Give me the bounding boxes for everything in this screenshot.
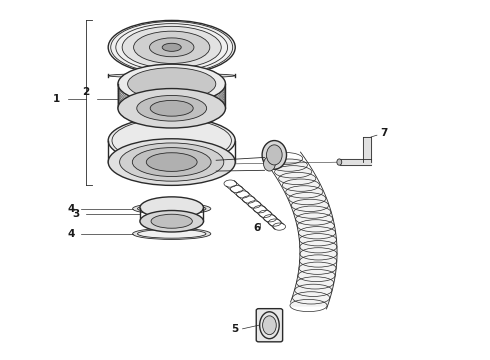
Ellipse shape <box>120 143 224 181</box>
Ellipse shape <box>137 95 207 121</box>
Ellipse shape <box>140 197 203 219</box>
Text: 1: 1 <box>53 94 60 104</box>
Text: 2: 2 <box>83 87 90 98</box>
Ellipse shape <box>122 26 221 68</box>
Text: 7: 7 <box>381 129 388 138</box>
Ellipse shape <box>150 100 193 116</box>
Ellipse shape <box>140 211 203 232</box>
Text: 5: 5 <box>232 324 239 334</box>
Ellipse shape <box>118 89 225 128</box>
Ellipse shape <box>262 140 287 169</box>
Ellipse shape <box>108 73 235 78</box>
Text: 6: 6 <box>254 224 261 233</box>
Ellipse shape <box>162 43 181 51</box>
Ellipse shape <box>133 228 211 239</box>
Ellipse shape <box>263 316 276 335</box>
Text: 3: 3 <box>73 210 80 220</box>
Ellipse shape <box>264 157 275 171</box>
Ellipse shape <box>260 312 279 339</box>
Ellipse shape <box>151 214 193 228</box>
Ellipse shape <box>132 148 211 176</box>
Ellipse shape <box>138 229 206 238</box>
Ellipse shape <box>149 38 194 57</box>
FancyBboxPatch shape <box>256 309 283 342</box>
Ellipse shape <box>138 204 206 213</box>
Ellipse shape <box>108 21 235 74</box>
Text: 4: 4 <box>68 229 75 239</box>
Text: 4: 4 <box>68 204 75 214</box>
Ellipse shape <box>267 145 282 165</box>
Ellipse shape <box>118 64 225 104</box>
Ellipse shape <box>127 68 216 100</box>
Ellipse shape <box>134 31 210 63</box>
Ellipse shape <box>108 139 235 185</box>
Ellipse shape <box>133 203 211 214</box>
Ellipse shape <box>108 117 235 164</box>
Ellipse shape <box>147 153 197 171</box>
Ellipse shape <box>337 159 342 165</box>
